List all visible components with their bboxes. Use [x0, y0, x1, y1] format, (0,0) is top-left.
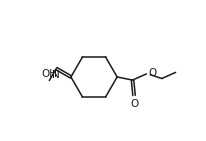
- Text: O: O: [130, 99, 138, 109]
- Text: OH: OH: [41, 69, 57, 79]
- Text: N: N: [52, 70, 60, 80]
- Text: O: O: [148, 68, 156, 78]
